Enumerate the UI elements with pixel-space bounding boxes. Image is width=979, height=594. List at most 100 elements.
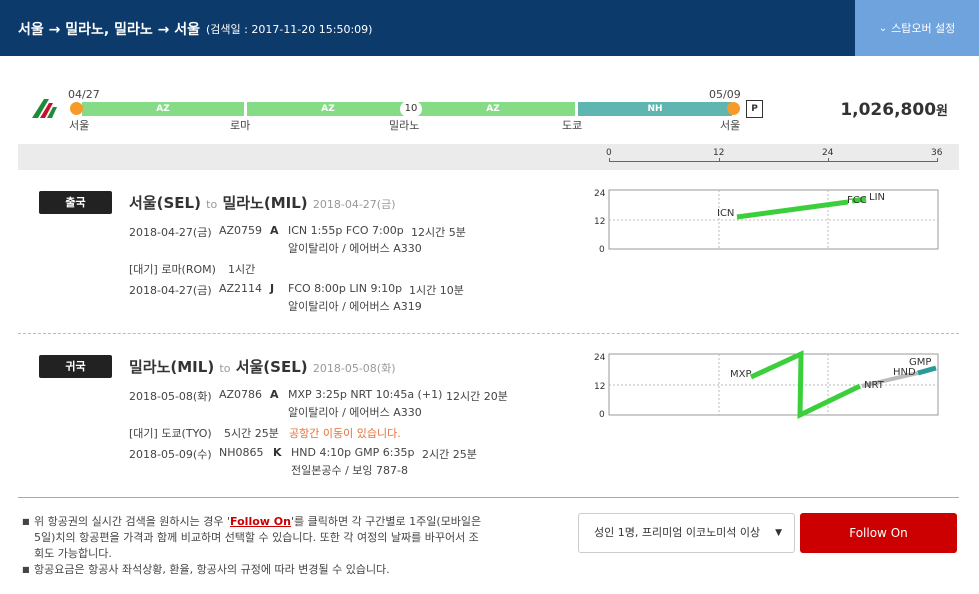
- flight-schedule: HND 4:10p GMP 6:35p: [291, 446, 415, 459]
- fare-change-note: ■ 항공요금은 항공사 좌석상황, 환율, 항공사의 규정에 따라 변경될 수 …: [22, 562, 534, 578]
- outbound-timeline-chart: 24 12 0 ICN FCC LIN: [594, 189, 939, 255]
- stay-days-badge: 10: [400, 101, 422, 117]
- layover-duration: 1시간: [228, 263, 256, 276]
- route-to-word: to: [206, 198, 218, 211]
- note-text: 회도 가능합니다.: [34, 547, 112, 560]
- origin-dot: [70, 102, 83, 115]
- passenger-class-value: 성인 1명, 프리미엄 이코노미석 이상: [594, 526, 761, 539]
- route-date: 2018-04-27(금): [312, 198, 396, 211]
- hours-axis: [609, 161, 938, 162]
- stopover-settings-button[interactable]: ⌄ 스탑오버 설정: [855, 0, 979, 56]
- segment-bar: NH: [578, 102, 732, 116]
- outbound-badge: 출국: [39, 191, 112, 214]
- flight-duration: 12시간 5분: [411, 226, 466, 239]
- segment-bar: AZ: [82, 102, 244, 116]
- section-divider: [18, 497, 959, 498]
- airport-label: NRT: [864, 380, 885, 391]
- stopover-button-label: 스탑오버 설정: [891, 22, 956, 35]
- caret-down-icon: ▼: [775, 528, 782, 538]
- start-date: 04/27: [68, 88, 100, 101]
- outbound-route-title: 서울(SEL) to 밀라노(MIL) 2018-04-27(금): [129, 192, 396, 213]
- hour-tick-label: 36: [931, 148, 943, 158]
- hour-tick-label: 0: [606, 148, 612, 158]
- inbound-timeline-chart: 24 12 0 MXP NRT HND GMP: [594, 350, 939, 420]
- flight-operator: 알이탈리아 / 에어버스 A330: [288, 242, 422, 255]
- currency-unit: 원: [936, 104, 948, 119]
- city-label: 로마: [230, 119, 251, 132]
- city-label: 서울: [720, 119, 741, 132]
- y-tick-label: 0: [599, 245, 605, 255]
- flight-duration: 1시간 10분: [409, 284, 464, 297]
- destination-dot: [727, 102, 740, 115]
- y-tick-label: 24: [594, 353, 606, 363]
- airport-label: MXP: [730, 369, 752, 380]
- airport-label: FCC: [847, 195, 867, 206]
- note-text: 위 항공권의 실시간 검색을 원하시는 경우 ': [34, 515, 231, 528]
- booking-class: A: [270, 224, 279, 237]
- bullet-icon: ■: [22, 565, 30, 574]
- flight-duration: 12시간 20분: [446, 390, 508, 403]
- note-text: '를 클릭하면 각 구간별로 1주일(모바일은: [290, 515, 482, 528]
- route-to-word: to: [219, 362, 231, 375]
- flight-duration: 2시간 25분: [422, 448, 477, 461]
- city-label: 서울: [69, 119, 90, 132]
- flight-number: NH0865: [219, 446, 264, 459]
- flight-date: 2018-05-08(화): [129, 390, 212, 403]
- alitalia-logo-icon: [32, 99, 57, 118]
- y-tick-label: 12: [594, 217, 605, 227]
- layover-label: [대기] 로마(ROM): [129, 263, 216, 276]
- price-value: 1,026,800: [840, 100, 937, 120]
- hour-tick: [937, 158, 938, 162]
- passenger-class-select[interactable]: 성인 1명, 프리미엄 이코노미석 이상 ▼: [578, 513, 795, 553]
- flight-segment-line: [917, 365, 937, 376]
- flight-number: AZ0786: [219, 388, 263, 401]
- note-text: 5일)치의 항공편을 가격과 함께 비교하며 선택할 수 있습니다. 또한 각 …: [34, 531, 479, 544]
- flight-operator: 알이탈리아 / 에어버스 A330: [288, 406, 422, 419]
- flight-operator: 전일본공수 / 보잉 787-8: [291, 464, 408, 477]
- y-tick-label: 0: [599, 410, 605, 420]
- segment-bar: AZ: [247, 102, 409, 116]
- booking-class: A: [270, 388, 279, 401]
- hour-tick: [828, 158, 829, 162]
- search-date: (검색일 : 2017-11-20 15:50:09): [206, 23, 373, 36]
- city-label: 도쿄: [562, 119, 583, 132]
- chevron-down-icon: ⌄: [878, 22, 888, 34]
- follow-on-note: ■ 위 항공권의 실시간 검색을 원하시는 경우 'Follow On'를 클릭…: [22, 514, 534, 562]
- booking-class: J: [270, 282, 275, 295]
- flight-schedule: ICN 1:55p FCO 7:00p: [288, 224, 404, 237]
- hour-tick: [609, 158, 610, 162]
- inbound-badge: 귀국: [39, 355, 112, 378]
- flight-number: AZ0759: [219, 224, 263, 237]
- airport-label: GMP: [909, 357, 931, 368]
- follow-on-button[interactable]: Follow On: [800, 513, 957, 553]
- flight-operator: 알이탈리아 / 에어버스 A319: [288, 300, 422, 313]
- bullet-icon: ■: [22, 517, 30, 526]
- flight-schedule: FCO 8:00p LIN 9:10p: [288, 282, 403, 295]
- flight-schedule: MXP 3:25p NRT 10:45a (+1): [288, 388, 443, 401]
- route-to: 서울(SEL): [235, 358, 308, 376]
- route-date: 2018-05-08(화): [312, 362, 396, 375]
- follow-on-link[interactable]: Follow On: [230, 515, 291, 528]
- hour-tick-label: 12: [713, 148, 725, 158]
- header-bar: [0, 0, 979, 56]
- total-price: 1,026,800원: [820, 100, 948, 120]
- flight-date: 2018-04-27(금): [129, 284, 212, 297]
- hour-tick: [719, 158, 720, 162]
- inbound-route-title: 밀라노(MIL) to 서울(SEL) 2018-05-08(화): [129, 356, 396, 377]
- city-label: 밀라노: [389, 119, 420, 132]
- y-tick-label: 24: [594, 189, 606, 199]
- flight-segment-line: [851, 196, 867, 204]
- booking-class: K: [273, 446, 282, 459]
- flight-number: AZ2114: [219, 282, 263, 295]
- route-from: 서울(SEL): [129, 194, 201, 212]
- route-summary-title: 서울 → 밀라노, 밀라노 → 서울: [18, 22, 200, 38]
- airport-label: ICN: [717, 208, 734, 219]
- airport-label: HND: [893, 367, 916, 378]
- section-divider: [18, 333, 959, 334]
- layover-label: [대기] 도쿄(TYO): [129, 427, 212, 440]
- y-tick-label: 12: [594, 382, 605, 392]
- layover-duration: 5시간 25분: [224, 427, 279, 440]
- flight-segment-line: [749, 350, 862, 420]
- airport-transfer-notice: 공항간 이동이 있습니다.: [289, 427, 401, 440]
- airport-label: LIN: [869, 192, 885, 203]
